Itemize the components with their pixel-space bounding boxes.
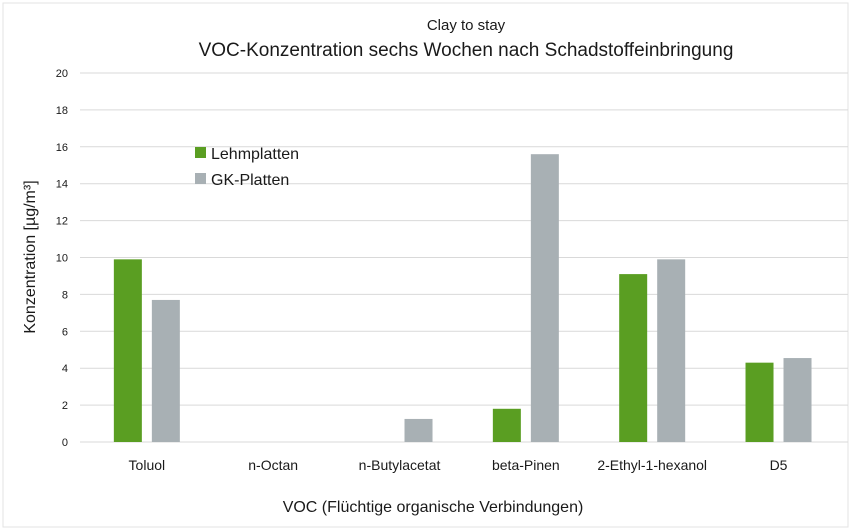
y-tick-label: 10 xyxy=(56,253,68,265)
y-tick-label: 18 xyxy=(56,105,68,117)
bar-gk-platten-0 xyxy=(151,299,180,442)
gridlines xyxy=(80,72,848,443)
bar-lehmplatten-5 xyxy=(745,362,774,442)
chart-title: VOC-Konzentration sechs Wochen nach Scha… xyxy=(199,40,734,61)
y-tick-label: 16 xyxy=(56,142,68,154)
x-tick-label: n-Butylacetat xyxy=(359,457,441,473)
bar-gk-platten-4 xyxy=(657,259,686,442)
bar-gk-platten-3 xyxy=(530,154,559,442)
y-axis-label: Konzentration [µg/m³] xyxy=(22,180,39,333)
legend-swatch-lehmplatten xyxy=(195,147,206,158)
x-tick-label: beta-Pinen xyxy=(492,457,560,473)
y-tick-label: 4 xyxy=(62,363,68,375)
legend-label-gk-platten: GK-Platten xyxy=(211,172,289,189)
x-axis-ticks: Toluol n-Octan n-Butylacetat beta-Pinen 2-Et… xyxy=(129,457,788,473)
bar-lehmplatten-3 xyxy=(492,408,521,442)
x-tick-label: Toluol xyxy=(129,457,166,473)
bar-lehmplatten-0 xyxy=(113,259,142,442)
y-tick-label: 0 xyxy=(62,437,68,449)
y-axis-ticks: 0 2 4 6 8 10 12 14 16 18 20 xyxy=(56,68,68,449)
legend: Lehmplatten GK-Platten xyxy=(195,146,299,189)
bar-gk-platten-2 xyxy=(404,418,433,442)
chart-subtitle: Clay to stay xyxy=(427,17,506,34)
legend-swatch-gk-platten xyxy=(195,173,206,184)
bars xyxy=(113,154,812,442)
x-tick-label: 2-Ethyl-1-hexanol xyxy=(597,457,707,473)
y-tick-label: 20 xyxy=(56,68,68,80)
bar-lehmplatten-4 xyxy=(619,274,648,442)
y-tick-label: 14 xyxy=(56,179,68,191)
x-tick-label: n-Octan xyxy=(248,457,298,473)
x-tick-label: D5 xyxy=(770,457,788,473)
bar-gk-platten-5 xyxy=(783,358,812,442)
legend-label-lehmplatten: Lehmplatten xyxy=(211,146,299,163)
y-tick-label: 12 xyxy=(56,216,68,228)
x-axis-label: VOC (Flüchtige organische Verbindungen) xyxy=(283,499,584,516)
y-tick-label: 6 xyxy=(62,326,68,338)
y-tick-label: 2 xyxy=(62,400,68,412)
y-tick-label: 8 xyxy=(62,289,68,301)
